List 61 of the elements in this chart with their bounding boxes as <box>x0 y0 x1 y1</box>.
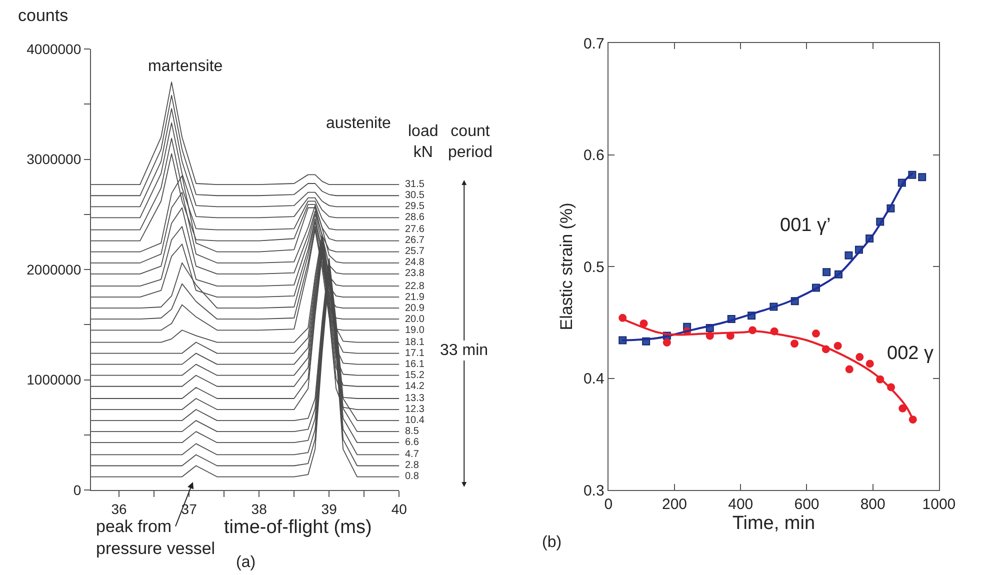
text: peak from pressure vessel <box>96 517 216 558</box>
x-axis-title: time-of-flight (ms) <box>224 517 372 538</box>
series-label: 10.4 <box>405 415 425 426</box>
x-tick-label: 1000 <box>922 496 956 514</box>
y-axis-title: Elastic strain (%) <box>556 202 576 330</box>
series-label: 2.8 <box>405 460 420 471</box>
series-label: 28.6 <box>405 212 425 223</box>
series-label: 8.5 <box>405 426 420 437</box>
series-label: 27.6 <box>405 224 425 235</box>
series-label: 23.8 <box>405 268 425 279</box>
series-label: 31.5 <box>405 179 425 190</box>
series-label: 30.5 <box>405 190 425 201</box>
series-label: 26.7 <box>405 235 425 246</box>
text: count period <box>448 123 492 161</box>
x-tick-label: 400 <box>728 496 754 514</box>
x-tick-label: 200 <box>662 496 688 514</box>
series-label: 001 γ’ <box>780 215 831 236</box>
y-axis-title: counts <box>18 6 68 25</box>
series-label: 29.5 <box>405 201 425 212</box>
x-tick-label: 37 <box>181 500 198 517</box>
series-label: 19.0 <box>405 325 425 336</box>
annotation: austenite <box>326 115 392 132</box>
y-tick-label: 0.5 <box>583 258 604 276</box>
series-label: 18.1 <box>405 337 425 348</box>
text: (b) <box>542 534 562 551</box>
x-tick-label: 40 <box>391 500 408 517</box>
text: (a) <box>236 554 256 571</box>
x-tick-label: 36 <box>111 500 128 517</box>
series-label: 21.9 <box>405 292 425 303</box>
x-axis-title: Time, min <box>732 513 816 534</box>
legend-title: load kN <box>408 123 438 161</box>
series-label: 24.8 <box>405 257 425 268</box>
series-label: 16.1 <box>405 359 425 370</box>
y-tick-label: 0.4 <box>583 370 604 388</box>
y-tick-label: 2000000 <box>26 261 82 278</box>
x-tick-label: 39 <box>321 500 338 517</box>
y-tick-label: 0 <box>73 482 82 498</box>
x-tick-label: 38 <box>251 500 268 517</box>
series-label: 0.8 <box>405 471 420 482</box>
y-tick-label: 0.7 <box>583 35 604 52</box>
text: 33 min <box>440 342 488 359</box>
y-tick-label: 3000000 <box>26 151 82 168</box>
series-label: 20.0 <box>405 314 425 325</box>
series-label: 13.3 <box>405 393 425 404</box>
y-tick-label: 0.6 <box>583 147 604 164</box>
x-tick-label: 800 <box>860 496 886 514</box>
series-label: 15.2 <box>405 370 425 381</box>
y-tick-label: 4000000 <box>26 40 82 57</box>
annotation: martensite <box>148 58 223 75</box>
y-tick-label: 0.3 <box>583 482 604 500</box>
series-label: 25.7 <box>405 246 425 257</box>
y-tick-label: 1000000 <box>26 372 82 388</box>
series-label: 14.2 <box>405 381 425 392</box>
series-label: 6.6 <box>405 437 420 448</box>
series-label: 12.3 <box>405 404 425 415</box>
x-tick-label: 600 <box>794 496 820 514</box>
series-label: 4.7 <box>405 449 420 460</box>
series-label: 002 γ <box>887 343 934 364</box>
series-label: 22.8 <box>405 281 425 292</box>
series-label: 20.9 <box>405 303 425 314</box>
series-label: 17.1 <box>405 348 425 359</box>
